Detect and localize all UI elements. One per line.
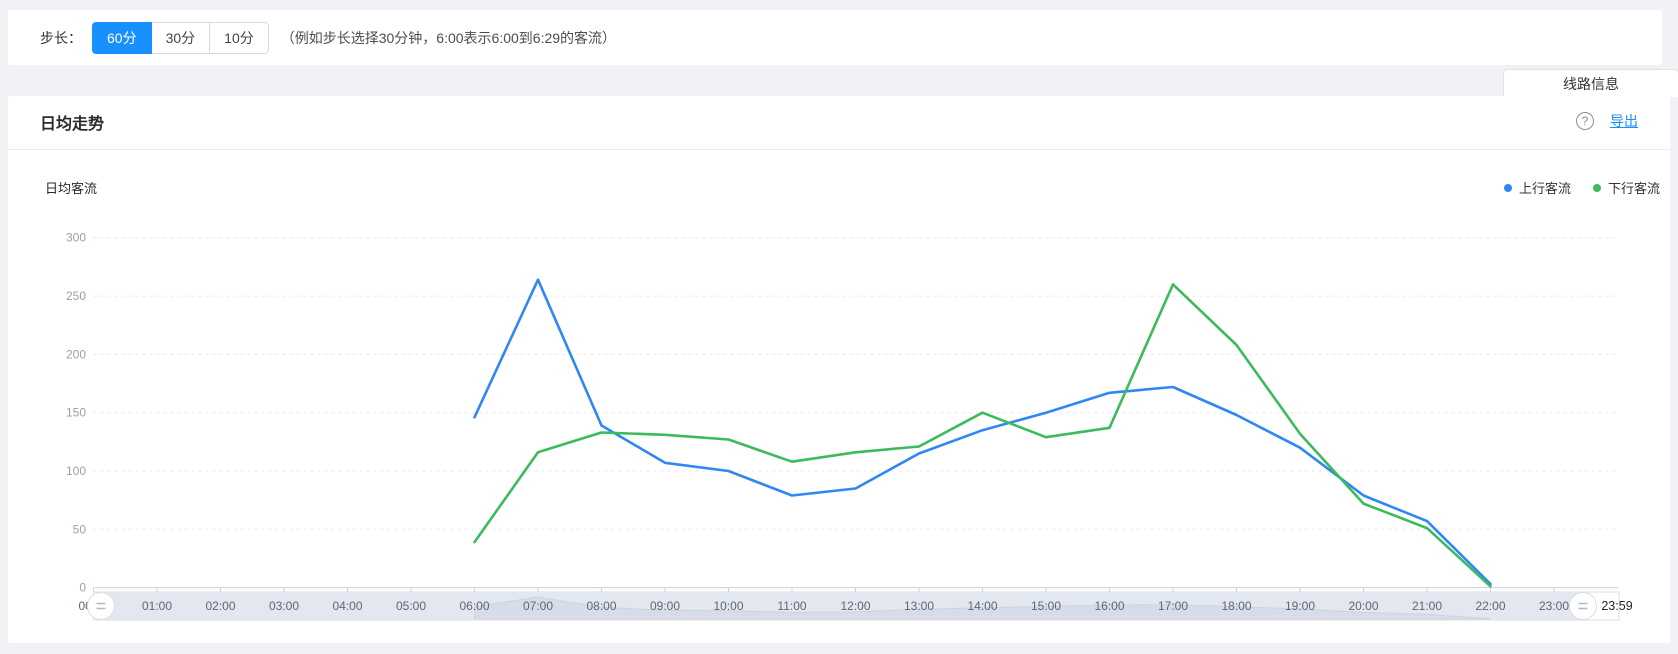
y-axis-tick-label: 250	[66, 289, 86, 303]
y-axis-tick-label: 100	[66, 464, 86, 478]
x-axis-end-label: 23:59	[1601, 599, 1632, 613]
x-axis-tick-label: 12:00	[840, 599, 870, 613]
x-axis-tick-label: 23:00	[1539, 599, 1569, 613]
datazoom-data-shadow	[474, 596, 1491, 620]
x-axis-tick-label: 08:00	[586, 599, 616, 613]
export-link[interactable]: 导出	[1610, 113, 1638, 129]
chart-legend: 上行客流 下行客流	[1482, 178, 1660, 197]
x-axis-tick-label: 16:00	[1094, 599, 1124, 613]
x-axis-tick-label: 13:00	[904, 599, 934, 613]
x-axis-tick-label: 03:00	[269, 599, 299, 613]
step-hint-text: （例如步长选择30分钟，6:00表示6:00到6:29的客流）	[280, 29, 617, 46]
y-axis-tick-label: 200	[66, 347, 86, 361]
x-axis-tick-label: 17:00	[1158, 599, 1188, 613]
x-axis-tick-label: 09:00	[650, 599, 680, 613]
x-axis-tick-label: 02:00	[205, 599, 235, 613]
legend-label-down: 下行客流	[1607, 181, 1660, 196]
x-axis-tick-label: 11:00	[777, 599, 806, 613]
datazoom-right-handle[interactable]	[1569, 592, 1597, 620]
header-divider	[8, 149, 1670, 150]
chart-title: 日均客流	[45, 181, 98, 196]
legend-dot-up-icon	[1503, 183, 1512, 192]
legend-dot-down-icon	[1592, 183, 1601, 192]
x-axis-tick-label: 18:00	[1221, 599, 1251, 613]
x-axis-tick-label: 19:00	[1285, 599, 1315, 613]
series-line-down	[473, 283, 1492, 588]
tab-line-info[interactable]: 线路信息	[1503, 69, 1678, 97]
step-10-button[interactable]: 10分	[209, 21, 269, 54]
x-axis-tick-label: 15:00	[1031, 599, 1061, 613]
step-60-button[interactable]: 60分	[92, 21, 152, 54]
x-axis-tick-label: 14:00	[967, 599, 997, 613]
y-axis-tick-label: 300	[66, 231, 86, 245]
x-axis-tick-label: 05:00	[396, 599, 426, 613]
x-axis-tick-label: 01:00	[142, 599, 172, 613]
y-axis-tick-label: 50	[73, 522, 87, 536]
x-axis-tick-label: 07:00	[523, 599, 553, 613]
legend-item-up[interactable]: 上行客流	[1503, 178, 1571, 197]
x-axis-tick-label: 10:00	[713, 599, 743, 613]
x-axis-tick-label: 06:00	[459, 599, 489, 613]
legend-label-up: 上行客流	[1518, 181, 1571, 196]
card-title: 日均走势	[40, 116, 105, 133]
legend-item-down[interactable]: 下行客流	[1592, 178, 1660, 197]
y-axis-tick-label: 0	[79, 581, 86, 595]
datazoom-selected-range[interactable]	[101, 592, 1583, 620]
step-label: 步长：	[40, 29, 82, 46]
x-axis-tick-label: 04:00	[332, 599, 362, 613]
help-icon[interactable]: ?	[1576, 112, 1594, 130]
line-chart: 05010015020025030000:0001:0002:0003:0004…	[8, 196, 1670, 643]
daily-trend-card: 日均走势 ? 导出 日均客流 上行客流 下行客流 0 50 100 150 200 250…	[8, 96, 1670, 643]
x-axis-tick-label: 21:00	[1412, 599, 1442, 613]
step-toolbar: 步长： 60分 30分 10分 （例如步长选择30分钟，6:00表示6:00到6…	[8, 10, 1662, 65]
x-axis-tick-label: 22:00	[1475, 599, 1505, 613]
y-axis-tick-label: 150	[66, 406, 86, 420]
x-axis-tick-label: 20:00	[1348, 599, 1378, 613]
series-line-up	[473, 278, 1492, 586]
step-button-group: 60分 30分 10分	[92, 21, 269, 54]
datazoom-left-handle[interactable]	[87, 592, 115, 620]
step-30-button[interactable]: 30分	[150, 21, 211, 54]
